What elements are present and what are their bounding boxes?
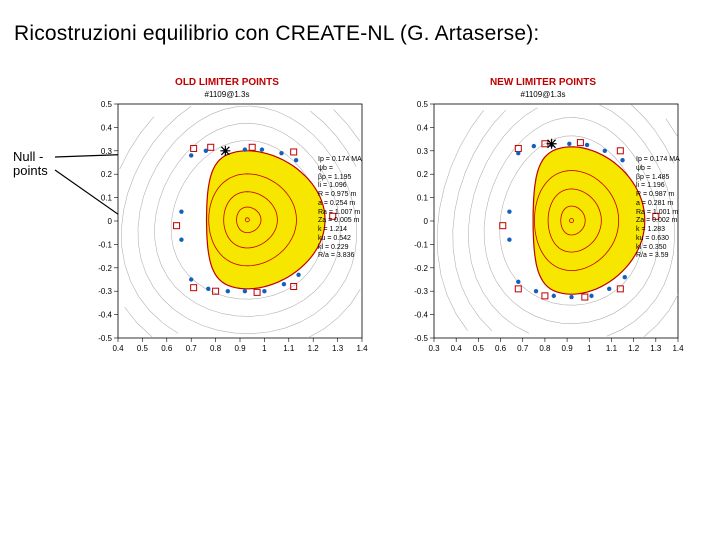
svg-text:0.8: 0.8	[539, 344, 551, 353]
page-title: Ricostruzioni equilibrio con CREATE-NL (…	[14, 22, 539, 46]
svg-text:0.4: 0.4	[417, 123, 429, 132]
star-marker	[220, 146, 230, 156]
probe-point	[507, 209, 511, 213]
svg-text:0.4: 0.4	[451, 344, 463, 353]
svg-text:1.1: 1.1	[283, 344, 295, 353]
probe-point	[620, 158, 624, 162]
star-marker	[547, 139, 557, 149]
probe-point	[516, 151, 520, 155]
svg-text:0.3: 0.3	[101, 147, 113, 156]
probe-point	[567, 142, 571, 146]
svg-text:0.2: 0.2	[101, 170, 113, 179]
svg-text:1.2: 1.2	[308, 344, 320, 353]
probe-point	[189, 153, 193, 157]
svg-text:-0.1: -0.1	[414, 240, 428, 249]
plot-params: Ip = 0.174 MAψb = βp = 1.195li = 1.096R …	[318, 156, 362, 261]
plot-params: Ip = 0.174 MAψb = βp = 1.485li = 1.196R …	[636, 156, 680, 261]
probe-point	[260, 147, 264, 151]
svg-text:0.5: 0.5	[137, 344, 149, 353]
svg-text:0.5: 0.5	[101, 100, 113, 109]
probe-point	[534, 289, 538, 293]
svg-text:0: 0	[424, 217, 429, 226]
svg-text:1.4: 1.4	[356, 344, 368, 353]
svg-text:0.4: 0.4	[112, 344, 124, 353]
svg-text:0.9: 0.9	[234, 344, 246, 353]
svg-text:1.3: 1.3	[650, 344, 662, 353]
svg-text:-0.4: -0.4	[414, 311, 428, 320]
equilibrium-plot-old: OLD LIMITER POINTS#1109@1.3s0.40.50.60.7…	[86, 80, 368, 360]
svg-text:1: 1	[262, 344, 267, 353]
probe-point	[189, 277, 193, 281]
probe-point	[243, 289, 247, 293]
svg-text:1.1: 1.1	[606, 344, 618, 353]
probe-point	[516, 280, 520, 284]
svg-text:0.8: 0.8	[210, 344, 222, 353]
probe-point	[226, 289, 230, 293]
svg-text:1.2: 1.2	[628, 344, 640, 353]
svg-text:1.4: 1.4	[672, 344, 684, 353]
probe-point	[179, 209, 183, 213]
probe-point	[179, 238, 183, 242]
svg-text:-0.5: -0.5	[414, 334, 428, 343]
probe-point	[603, 149, 607, 153]
svg-text:0.6: 0.6	[161, 344, 173, 353]
probe-point	[569, 295, 573, 299]
svg-text:-0.3: -0.3	[414, 287, 428, 296]
svg-text:0.3: 0.3	[428, 344, 440, 353]
probe-point	[262, 289, 266, 293]
svg-text:0.1: 0.1	[101, 194, 113, 203]
probe-point	[206, 287, 210, 291]
svg-text:0.9: 0.9	[562, 344, 574, 353]
svg-text:-0.2: -0.2	[98, 264, 112, 273]
svg-text:0.2: 0.2	[417, 170, 429, 179]
probe-point	[204, 149, 208, 153]
null-points-label: Null -points	[13, 150, 48, 177]
probe-point	[607, 287, 611, 291]
svg-text:-0.4: -0.4	[98, 311, 112, 320]
svg-text:0.3: 0.3	[417, 147, 429, 156]
probe-point	[507, 238, 511, 242]
svg-text:0.4: 0.4	[101, 123, 113, 132]
probe-point	[294, 158, 298, 162]
svg-text:1: 1	[587, 344, 592, 353]
probe-point	[589, 294, 593, 298]
probe-point	[243, 147, 247, 151]
probe-point	[585, 143, 589, 147]
svg-text:0.5: 0.5	[473, 344, 485, 353]
svg-text:-0.1: -0.1	[98, 240, 112, 249]
svg-text:-0.2: -0.2	[414, 264, 428, 273]
svg-text:-0.3: -0.3	[98, 287, 112, 296]
svg-text:1.3: 1.3	[332, 344, 344, 353]
equilibrium-plot-new: NEW LIMITER POINTS#1109@1.3s0.30.40.50.6…	[402, 80, 684, 360]
svg-text:0.5: 0.5	[417, 100, 429, 109]
probe-point	[552, 294, 556, 298]
probe-point	[279, 151, 283, 155]
probe-point	[282, 282, 286, 286]
svg-text:0.7: 0.7	[517, 344, 529, 353]
svg-text:0: 0	[108, 217, 113, 226]
svg-text:0.7: 0.7	[186, 344, 198, 353]
svg-text:-0.5: -0.5	[98, 334, 112, 343]
svg-text:0.6: 0.6	[495, 344, 507, 353]
svg-text:0.1: 0.1	[417, 194, 429, 203]
probe-point	[623, 275, 627, 279]
probe-point	[532, 144, 536, 148]
probe-point	[296, 273, 300, 277]
